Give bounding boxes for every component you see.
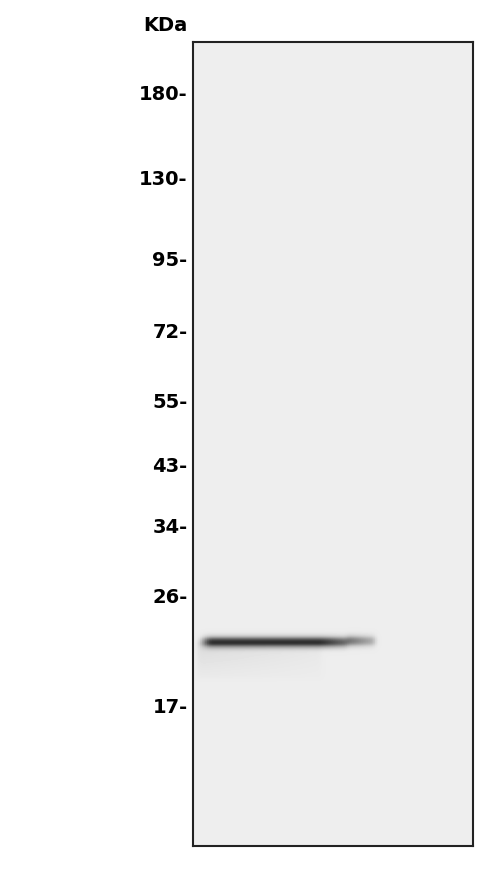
Text: 180-: 180- [139, 85, 188, 104]
Text: 43-: 43- [152, 457, 188, 476]
Text: 26-: 26- [152, 588, 188, 607]
Text: 95-: 95- [152, 251, 188, 270]
Text: KDa: KDa [144, 16, 188, 35]
Text: 130-: 130- [139, 170, 188, 189]
Text: 34-: 34- [152, 518, 188, 537]
Text: 72-: 72- [152, 323, 188, 343]
Text: 17-: 17- [152, 698, 188, 718]
Text: 55-: 55- [152, 393, 188, 412]
